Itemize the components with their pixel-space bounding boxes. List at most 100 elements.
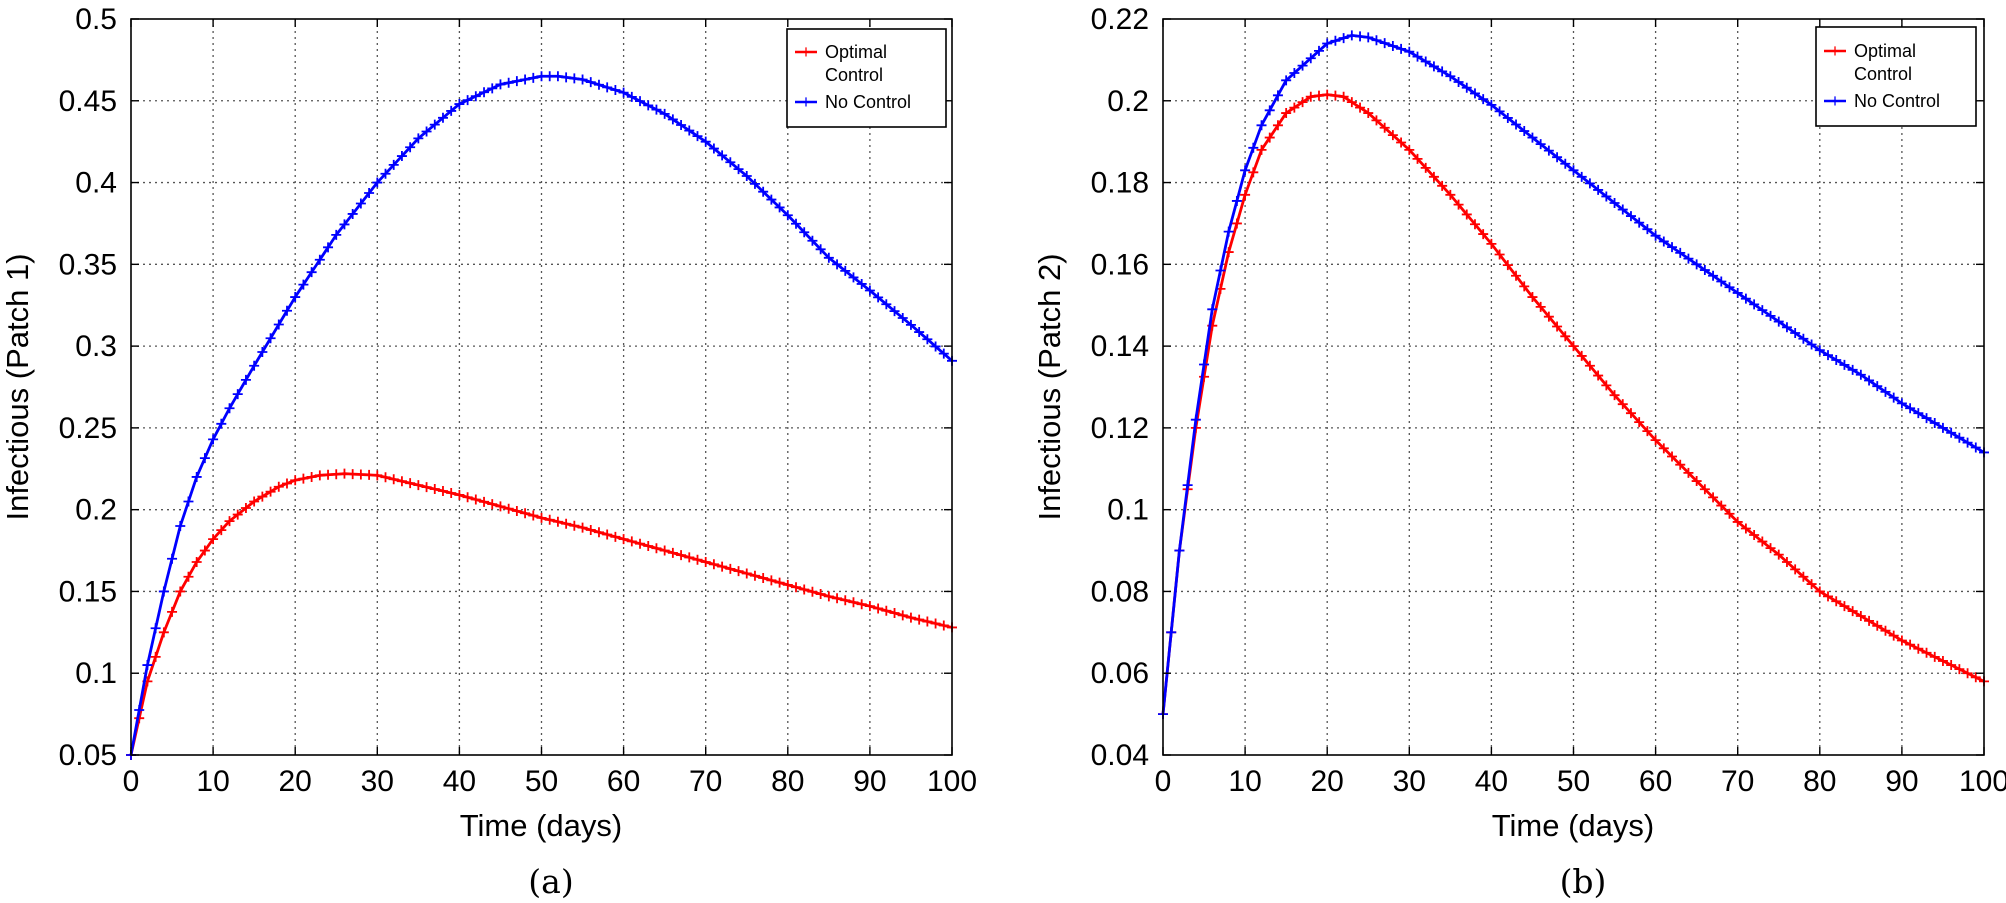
data-point-no-control [1572,169,1575,172]
legend-box [786,28,947,128]
x-tick-label: 30 [1393,765,1426,798]
y-tick-label: 0.4 [75,167,117,200]
data-point-optimal-control [1695,479,1698,483]
data-point-optimal-control [868,604,872,608]
data-point-optimal-control [1211,324,1214,327]
x-tick-label: 80 [771,765,804,798]
x-tick-label: 50 [1557,765,1590,798]
data-point-no-control [745,174,748,178]
data-point-no-control [1777,320,1780,323]
y-tick-label: 0.22 [1091,3,1149,36]
panel-caption: (a) [528,862,573,901]
data-point-no-control [581,78,584,81]
legend-label-optimal-control-line2: Control [825,65,883,85]
y-tick-label: 0.08 [1091,575,1149,608]
data-point-optimal-control [1243,193,1247,197]
data-point-no-control [1818,349,1822,352]
legend-label-no-control: No Control [1854,91,1940,111]
data-point-optimal-control [1900,639,1904,642]
data-point-no-control [1613,201,1616,205]
data-point-no-control [704,140,707,143]
legend-box [1815,26,1977,127]
y-tick-label: 0.2 [1107,85,1149,118]
data-point-optimal-control [318,474,322,477]
legend-entry-no-control: + No Control [1824,91,1940,111]
panel-a: 0 10 20 30 40 50 60 70 80 90 100 0.05 0.1 0.15 0.2 0.2… [0,3,977,901]
x-tick-label: 70 [1721,765,1754,798]
data-point-optimal-control [909,616,913,619]
data-point-optimal-control [1777,553,1780,556]
data-point-no-control [1490,103,1493,107]
x-tick-label: 80 [1803,765,1836,798]
legend-entry-optimal-control: + Optimal Control [1824,41,1916,84]
data-point-optimal-control [1309,95,1312,98]
data-point-no-control [1194,418,1198,421]
data-point-optimal-control [1260,148,1263,152]
legend-label-optimal-control: Optimal [825,42,887,62]
data-point-optimal-control [228,519,231,523]
data-point-optimal-control [663,549,666,552]
y-tick-label: 0.06 [1091,657,1149,690]
data-point-no-control [786,214,789,217]
data-point-no-control [376,181,379,184]
x-tick-label: 10 [196,765,229,798]
data-point-optimal-control [1284,111,1288,115]
data-point-no-control [1695,263,1698,266]
data-point-no-control [1211,308,1214,311]
x-tick-label: 90 [853,765,886,798]
data-point-no-control [1227,230,1230,233]
data-point-no-control [458,102,461,106]
data-point-optimal-control [1326,93,1329,96]
legend: + Optimal Control + No Control [1815,26,1977,127]
data-point-no-control [1654,234,1657,237]
data-point-optimal-control [458,493,461,497]
x-tick-label: 30 [361,765,394,798]
data-point-no-control [252,364,256,367]
data-point-optimal-control [827,595,831,598]
data-point-no-control [1350,34,1354,37]
data-point-optimal-control [294,479,297,482]
y-tick-label: 0.35 [59,248,117,281]
data-point-optimal-control [162,631,166,634]
x-tick-label: 40 [443,765,476,798]
y-tick-label: 0.3 [75,330,117,363]
x-tick-label: 50 [525,765,558,798]
data-point-no-control [1367,36,1370,39]
data-point-no-control [417,137,420,140]
y-ticks: 0.04 0.06 0.08 0.1 0.12 0.14 0.16 0.18 0.2 0.22 [1091,3,1984,772]
y-tick-label: 0.05 [59,739,117,772]
data-point-optimal-control [581,526,584,529]
x-tick-label: 100 [927,765,977,798]
data-point-no-control [1284,79,1288,82]
y-tick-label: 0.25 [59,412,117,445]
data-point-no-control [1531,136,1534,139]
data-point-no-control [827,256,831,259]
y-tick-label: 0.1 [1107,494,1149,527]
y-tick-label: 0.5 [75,3,117,36]
data-point-no-control [294,295,297,299]
data-point-no-control [162,590,166,593]
data-point-optimal-control [745,572,748,575]
y-tick-label: 0.1 [75,657,117,690]
data-point-optimal-control [1227,250,1230,254]
data-point-optimal-control [499,505,502,508]
x-tick-label: 20 [279,765,312,798]
x-tick-label: 100 [1959,765,2006,798]
data-point-optimal-control [1572,344,1575,348]
data-point-optimal-control [1342,95,1345,98]
y-tick-label: 0.18 [1091,167,1149,200]
data-point-optimal-control [540,516,543,520]
data-point-optimal-control [1367,111,1370,115]
y-tick-label: 0.16 [1091,248,1149,281]
data-point-no-control [622,91,625,94]
data-point-optimal-control [704,560,707,564]
x-tick-label: 90 [1885,765,1918,798]
legend-marker-no-control: + [1830,91,1841,111]
data-point-no-control [228,407,231,410]
panel-caption: (b) [1560,862,1607,901]
data-point-no-control [663,112,666,116]
x-tick-label: 40 [1475,765,1508,798]
x-tick-label: 20 [1311,765,1344,798]
x-tick-label: 0 [123,765,140,798]
